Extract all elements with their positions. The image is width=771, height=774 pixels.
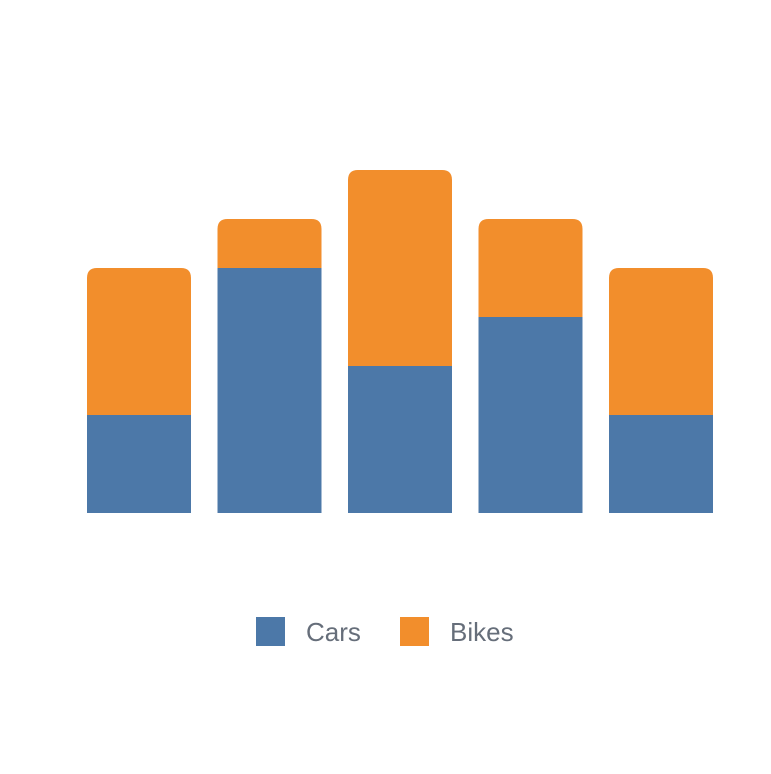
bar-bikes-1 — [87, 268, 191, 415]
bars-layer — [87, 170, 713, 513]
bar-cars-2 — [217, 268, 322, 513]
bar-cars-1 — [87, 415, 191, 513]
legend-label-cars: Cars — [306, 617, 361, 647]
bar-bikes-4 — [478, 219, 583, 317]
bar-bikes-5 — [609, 268, 713, 415]
bar-bikes-3 — [348, 170, 452, 366]
legend-swatch-bikes — [400, 617, 429, 646]
legend: Cars Bikes — [256, 617, 514, 647]
legend-label-bikes: Bikes — [450, 617, 514, 647]
legend-swatch-cars — [256, 617, 285, 646]
bar-bikes-2 — [217, 219, 322, 268]
bar-cars-5 — [609, 415, 713, 513]
bar-cars-4 — [478, 317, 583, 513]
bar-cars-3 — [348, 366, 452, 513]
